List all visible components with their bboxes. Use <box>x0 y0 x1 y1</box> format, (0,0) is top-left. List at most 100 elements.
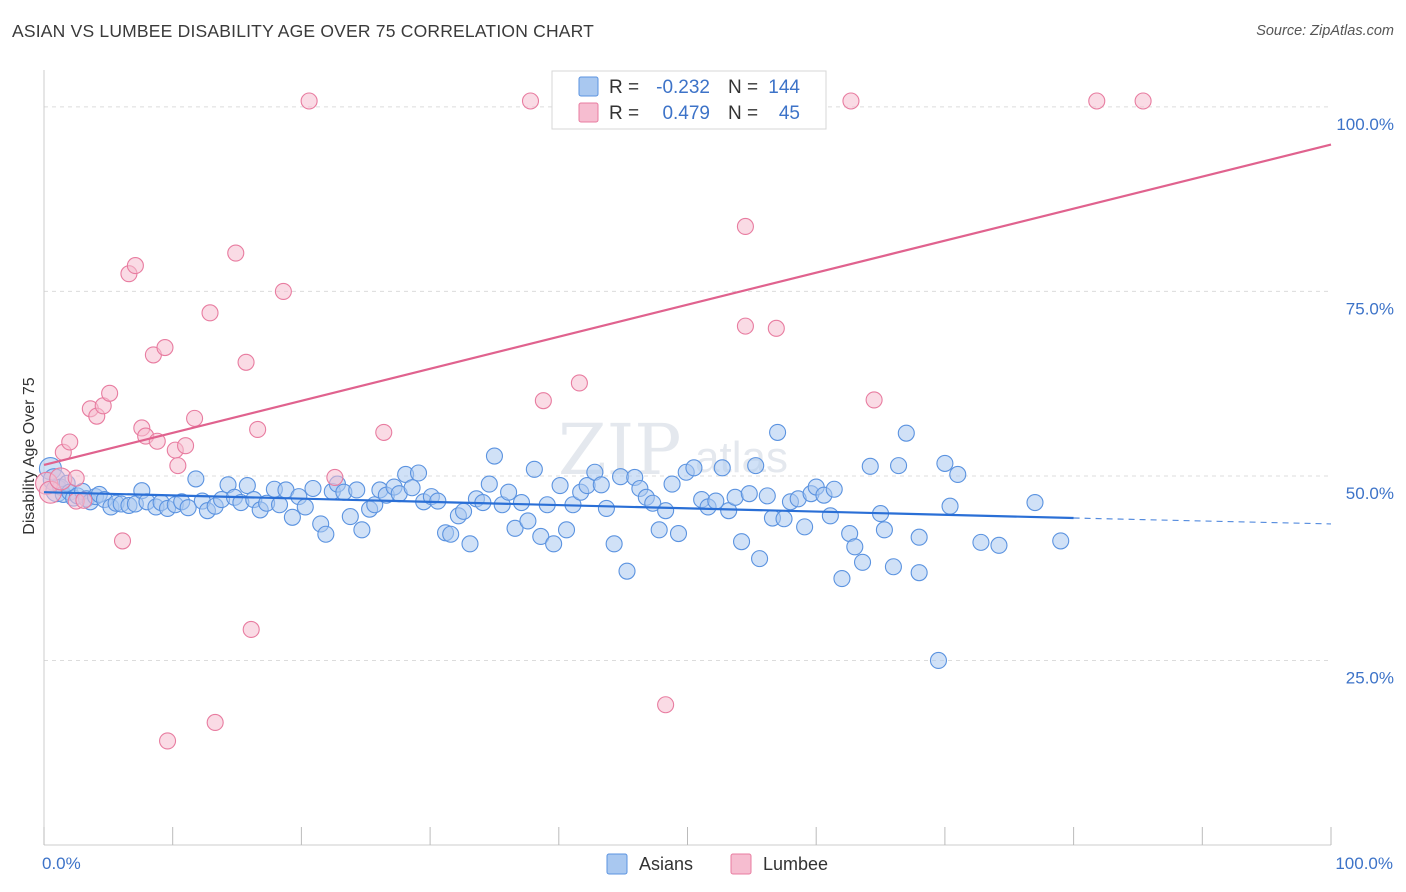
lumbee-point <box>237 353 255 371</box>
asians-point <box>296 498 314 516</box>
lumbee-point <box>570 374 588 392</box>
lumbee-point <box>736 317 754 335</box>
legend-asians-swatch <box>606 853 628 875</box>
stats-asians-r-value: -0.232 <box>656 77 710 98</box>
asians-point <box>283 508 301 526</box>
stats-lumbee-r-value: 0.479 <box>662 103 710 124</box>
asians-point <box>270 496 289 514</box>
lumbee-point <box>101 384 119 402</box>
stats-lumbee-r-label: R = <box>609 103 639 124</box>
asians-point <box>910 564 928 582</box>
asians-point <box>861 457 879 475</box>
asians-point <box>545 535 563 553</box>
asians-point <box>461 535 479 553</box>
asians-point <box>747 457 765 475</box>
asians-point <box>733 533 751 551</box>
asians-point <box>875 521 893 539</box>
asians-point <box>187 470 205 488</box>
asians-point <box>409 464 428 482</box>
source-credit: Source: ZipAtlas.com <box>1256 23 1394 39</box>
lumbee-point <box>169 457 187 475</box>
asians-point <box>1026 493 1044 512</box>
asians-point <box>833 569 851 588</box>
asians-trend-line <box>43 491 1074 520</box>
asians-point <box>455 502 473 520</box>
asians-point <box>519 512 537 530</box>
asians-point <box>657 502 675 520</box>
y-tick-label: 25.0% <box>1346 668 1394 687</box>
lumbee-point <box>75 491 93 509</box>
stats-asians-r-label: R = <box>609 77 639 98</box>
asians-point <box>936 454 954 472</box>
asians-point <box>557 521 576 539</box>
lumbee-point <box>326 468 344 486</box>
asians-point <box>403 479 421 497</box>
asians-point <box>897 424 915 442</box>
asians-point <box>238 476 256 495</box>
stats-lumbee-n-label: N = <box>728 103 758 124</box>
asians-point <box>605 535 623 553</box>
stats-lumbee-swatch <box>578 102 599 123</box>
asians-point <box>341 507 359 526</box>
trend-lines <box>43 143 1332 525</box>
y-tick-label: 75.0% <box>1346 299 1394 318</box>
lumbee-point <box>521 92 540 110</box>
lumbee-point <box>61 433 79 451</box>
lumbee-point <box>842 92 860 110</box>
asians-point <box>929 651 948 670</box>
lumbee-point <box>274 282 292 300</box>
lumbee-point <box>1134 92 1152 110</box>
asians-point <box>525 460 543 478</box>
x-tick-label: 100.0% <box>1335 854 1393 873</box>
asians-point <box>618 562 636 580</box>
lumbee-point <box>1088 92 1106 110</box>
asians-point <box>751 550 769 568</box>
lumbee-point <box>227 244 245 262</box>
legend-lumbee-swatch <box>730 853 752 875</box>
asians-point <box>884 558 902 576</box>
asians-point <box>179 499 197 517</box>
asians-point <box>512 493 531 512</box>
lumbee-point <box>736 217 754 236</box>
lumbee-point <box>767 319 785 337</box>
legend-lumbee-label: Lumbee <box>763 854 828 874</box>
asians-point <box>846 538 864 556</box>
stats-asians-swatch <box>578 76 599 97</box>
asians-point <box>941 497 959 515</box>
asians-point <box>796 518 814 536</box>
lumbee-trend-line <box>43 143 1332 466</box>
grid-lines <box>44 106 1331 661</box>
asians-point <box>650 521 668 539</box>
asians-point <box>317 525 335 543</box>
asians-point <box>348 481 366 499</box>
asians-point <box>990 536 1008 554</box>
y-tick-label: 50.0% <box>1346 484 1394 503</box>
lumbee-point <box>242 620 260 639</box>
lumbee-point <box>249 420 267 439</box>
stats-asians-n-label: N = <box>728 77 758 98</box>
asians-point <box>663 475 681 493</box>
lumbee-point <box>865 391 883 409</box>
asians-point <box>758 487 776 505</box>
asians-point <box>726 488 744 506</box>
asians-point <box>890 457 908 475</box>
asians-point <box>775 510 793 528</box>
asians-point <box>592 476 610 494</box>
x-tick-label: 0.0% <box>42 854 81 873</box>
asians-point <box>740 485 758 503</box>
watermark-atlas: atlas <box>695 433 788 482</box>
asians-point <box>1052 532 1070 550</box>
asians-point <box>825 480 843 498</box>
y-axis-tick-labels: 25.0% 50.0% 75.0% 100.0% <box>1336 115 1394 688</box>
lumbee-point <box>300 92 318 110</box>
lumbee-point <box>126 257 144 275</box>
asians-point <box>506 519 524 537</box>
lumbee-point <box>156 338 174 357</box>
stats-lumbee-n-value: 45 <box>779 103 800 124</box>
lumbee-point <box>375 423 393 441</box>
lumbee-point <box>201 304 219 322</box>
axes <box>43 70 1331 846</box>
asians-point <box>304 479 322 498</box>
asians-point <box>713 459 731 477</box>
asians-point <box>480 475 498 493</box>
